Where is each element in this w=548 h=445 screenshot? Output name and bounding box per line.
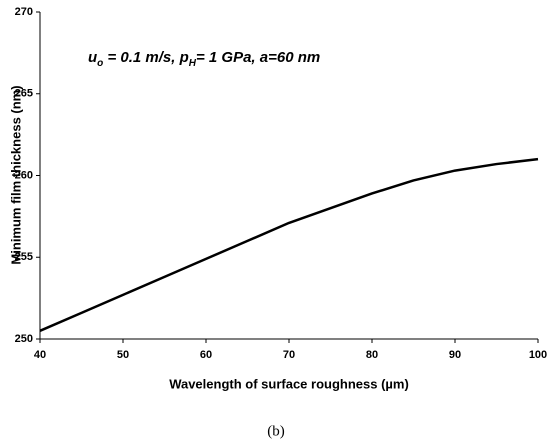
x-axis-title: Wavelength of surface roughness (µm) [169,376,409,391]
caption: (b) [267,423,285,439]
x-tick-label: 100 [529,349,547,361]
x-tick-label: 80 [366,349,378,361]
x-tick-label: 50 [117,349,129,361]
annotation-subscript: o [97,58,103,69]
annotation-part: u [88,49,97,66]
y-tick-label: 255 [15,251,33,263]
y-tick-label: 260 [15,169,33,181]
annotation-part: = 0.1 m/s, p [103,49,188,66]
y-tick-label: 265 [15,88,33,100]
y-tick-label: 250 [15,333,33,345]
annotation-subscript: H [189,58,197,69]
x-tick-label: 60 [200,349,212,361]
x-tick-label: 90 [449,349,461,361]
x-tick-label: 40 [34,349,46,361]
annotation: uo = 0.1 m/s, pH= 1 GPa, a=60 nm [88,49,320,69]
annotation-part: = 1 GPa, a=60 nm [196,49,320,66]
y-axis-title: Minimum film thickness (nm) [8,85,23,264]
y-tick-label: 270 [15,6,33,18]
line-series [39,157,539,332]
x-tick-label: 70 [283,349,295,361]
